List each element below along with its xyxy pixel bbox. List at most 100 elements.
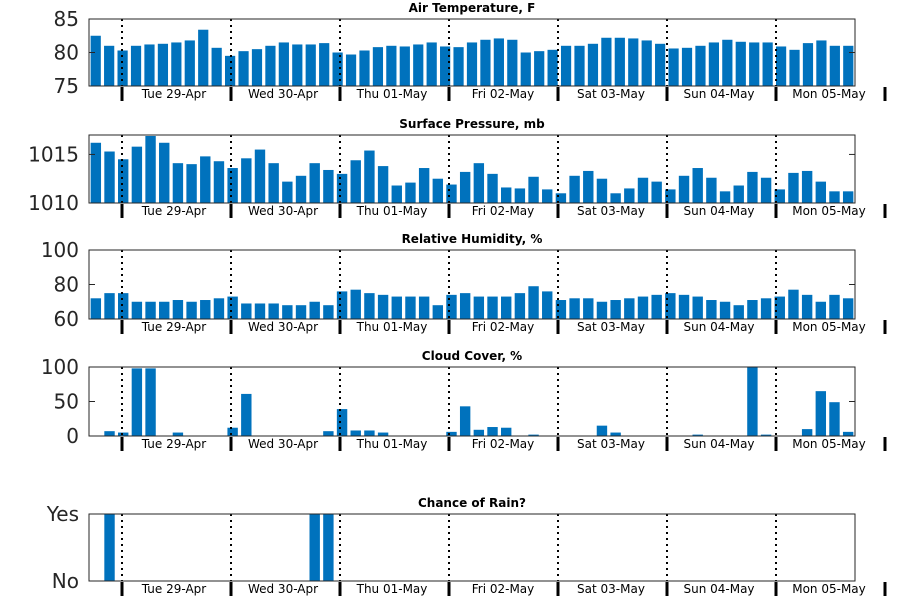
bar [735, 41, 746, 86]
bar [560, 45, 572, 86]
x-tick-label: Sat 03-May [577, 437, 645, 451]
bar [323, 305, 334, 319]
bar [651, 181, 662, 203]
bar [336, 291, 348, 319]
bar [391, 296, 402, 319]
bar [760, 298, 772, 319]
bar [733, 305, 744, 319]
bar [695, 45, 706, 86]
bar [186, 164, 197, 203]
bar [227, 296, 238, 319]
x-tick-label: Tue 29-Apr [141, 87, 206, 101]
bar [413, 44, 424, 86]
bar [426, 42, 437, 86]
x-tick-mark [229, 582, 233, 596]
x-tick-label: Fri 02-May [472, 320, 535, 334]
x-tick-label: Thu 01-May [356, 320, 428, 334]
bar [295, 305, 307, 319]
bar [473, 296, 485, 319]
x-tick-label: Tue 29-Apr [141, 437, 206, 451]
x-tick-mark [338, 320, 342, 334]
bar [733, 185, 744, 203]
bar [241, 393, 252, 436]
x-tick-label: Tue 29-Apr [141, 582, 206, 596]
x-tick-mark [229, 204, 233, 218]
bar [637, 177, 649, 203]
bar [774, 296, 785, 319]
bar [104, 151, 115, 203]
bar [801, 294, 813, 319]
x-tick-mark [883, 437, 887, 451]
bar [459, 406, 471, 436]
bar [345, 54, 357, 86]
bar [842, 431, 854, 436]
x-tick-label: Sun 04-May [683, 87, 754, 101]
x-tick-label: Fri 02-May [472, 87, 535, 101]
bar [614, 37, 625, 86]
bar [569, 175, 580, 203]
x-tick-mark [447, 204, 451, 218]
y-tick-label: Yes [46, 502, 79, 526]
bar [145, 135, 156, 203]
bar [131, 301, 143, 319]
x-tick-mark [774, 204, 778, 218]
bar [487, 296, 498, 319]
bar [405, 296, 416, 319]
bar [213, 298, 225, 319]
bar [399, 46, 410, 86]
bar [145, 368, 156, 436]
bar [432, 305, 444, 319]
bar [386, 45, 397, 86]
bar [459, 171, 471, 203]
bar [268, 303, 279, 319]
x-tick-label: Fri 02-May [472, 204, 535, 218]
x-tick-mark [883, 204, 887, 218]
bar [171, 42, 182, 86]
bar [749, 42, 760, 86]
x-tick-label: Mon 05-May [792, 204, 866, 218]
bar [555, 300, 567, 319]
bar [453, 47, 464, 86]
x-tick-mark [229, 320, 233, 334]
bar [843, 45, 854, 86]
bar [131, 368, 143, 436]
bar [172, 163, 184, 203]
bar [309, 301, 320, 319]
bar [332, 52, 343, 86]
bar [391, 185, 402, 203]
bar [501, 427, 512, 436]
bar [323, 514, 334, 581]
bar [596, 301, 608, 319]
x-tick-label: Wed 30-Apr [248, 87, 318, 101]
x-tick-mark [665, 437, 669, 451]
bar [118, 432, 129, 436]
bar [446, 184, 457, 203]
chart-title: Chance of Rain? [418, 496, 526, 510]
x-tick-mark [120, 87, 124, 101]
bar [466, 42, 478, 86]
bar [364, 430, 375, 436]
x-tick-label: Thu 01-May [356, 204, 428, 218]
bar [145, 301, 156, 319]
bar [359, 50, 370, 86]
x-tick-mark [774, 582, 778, 596]
bar [678, 175, 690, 203]
bar [487, 427, 498, 436]
x-tick-mark [338, 437, 342, 451]
x-tick-mark [120, 204, 124, 218]
bar [583, 298, 594, 319]
x-tick-label: Wed 30-Apr [248, 437, 318, 451]
bar [130, 45, 142, 86]
bar [364, 150, 375, 203]
bar [213, 161, 225, 203]
bar [278, 42, 289, 86]
bar [520, 52, 531, 86]
bar [722, 39, 733, 86]
y-tick-label: No [52, 569, 79, 593]
bar [547, 49, 558, 86]
bar [265, 45, 276, 86]
bar [842, 298, 854, 319]
bar [719, 301, 731, 319]
bar [305, 44, 316, 86]
bar [507, 39, 518, 86]
